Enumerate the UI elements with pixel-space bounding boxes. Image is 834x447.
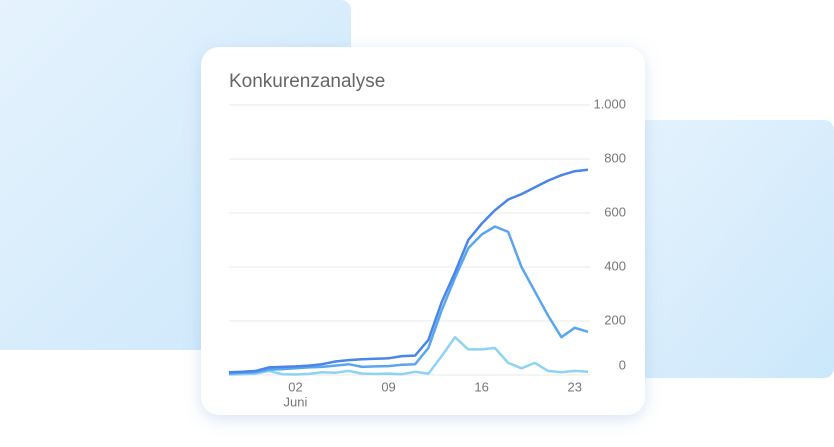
y-tick-label: 200 — [604, 312, 626, 327]
x-tick-label: 02 — [288, 379, 302, 394]
x-tick-label: 16 — [474, 379, 488, 394]
y-tick-label: 800 — [604, 150, 626, 165]
series-line — [228, 225, 589, 375]
y-tick-label: 1.000 — [593, 96, 626, 111]
y-tick-label: 600 — [604, 204, 626, 219]
x-tick-label: 23 — [567, 379, 581, 394]
y-tick-label: 400 — [604, 258, 626, 273]
card — [201, 47, 645, 415]
bg-panel — [620, 120, 834, 378]
series-line — [228, 335, 589, 376]
x-month-label: Juni — [284, 394, 308, 409]
y-tick-label: 0 — [619, 357, 626, 372]
x-tick-label: 09 — [381, 379, 395, 394]
series-line — [228, 168, 589, 374]
chart-title: Konkurenzanalyse — [229, 71, 385, 92]
